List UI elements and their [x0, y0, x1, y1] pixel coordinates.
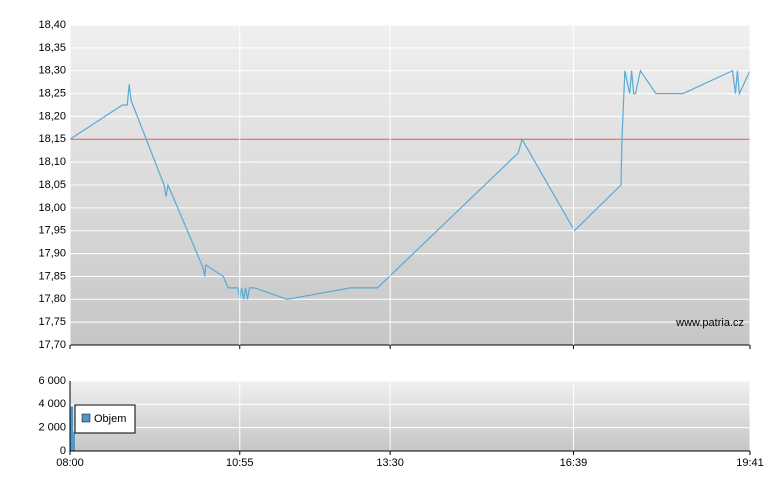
y-tick-label: 18,20 — [38, 110, 66, 122]
y-tick-label: 18,05 — [38, 179, 66, 191]
volume-bar — [71, 432, 75, 451]
volume-panel — [70, 381, 750, 451]
x-tick-label: 08:00 — [56, 457, 84, 469]
y-tick-label: 2 000 — [38, 422, 66, 434]
legend-label: Objem — [94, 413, 126, 425]
y-tick-label: 18,00 — [38, 202, 66, 214]
y-tick-label: 18,40 — [38, 19, 66, 31]
x-tick-label: 19:41 — [736, 457, 764, 469]
y-tick-label: 17,75 — [38, 316, 66, 328]
y-tick-label: 17,85 — [38, 270, 66, 282]
y-tick-label: 18,35 — [38, 42, 66, 54]
y-tick-label: 18,25 — [38, 87, 66, 99]
y-tick-label: 17,95 — [38, 225, 66, 237]
y-tick-label: 0 — [60, 445, 66, 457]
y-tick-label: 17,70 — [38, 339, 66, 351]
legend-swatch — [81, 413, 91, 423]
y-tick-label: 6 000 — [38, 375, 66, 387]
y-tick-label: 17,90 — [38, 247, 66, 259]
y-tick-label: 17,80 — [38, 293, 66, 305]
y-tick-label: 4 000 — [38, 398, 66, 410]
volume-bar — [70, 406, 73, 451]
y-tick-label: 18,30 — [38, 65, 66, 77]
price-line — [69, 69, 751, 300]
x-tick-label: 16:39 — [560, 457, 588, 469]
x-tick-label: 10:55 — [226, 457, 254, 469]
watermark: www.patria.cz — [675, 317, 744, 329]
y-tick-label: 18,15 — [38, 133, 66, 145]
x-tick-label: 13:30 — [376, 457, 404, 469]
y-tick-label: 18,10 — [38, 156, 66, 168]
